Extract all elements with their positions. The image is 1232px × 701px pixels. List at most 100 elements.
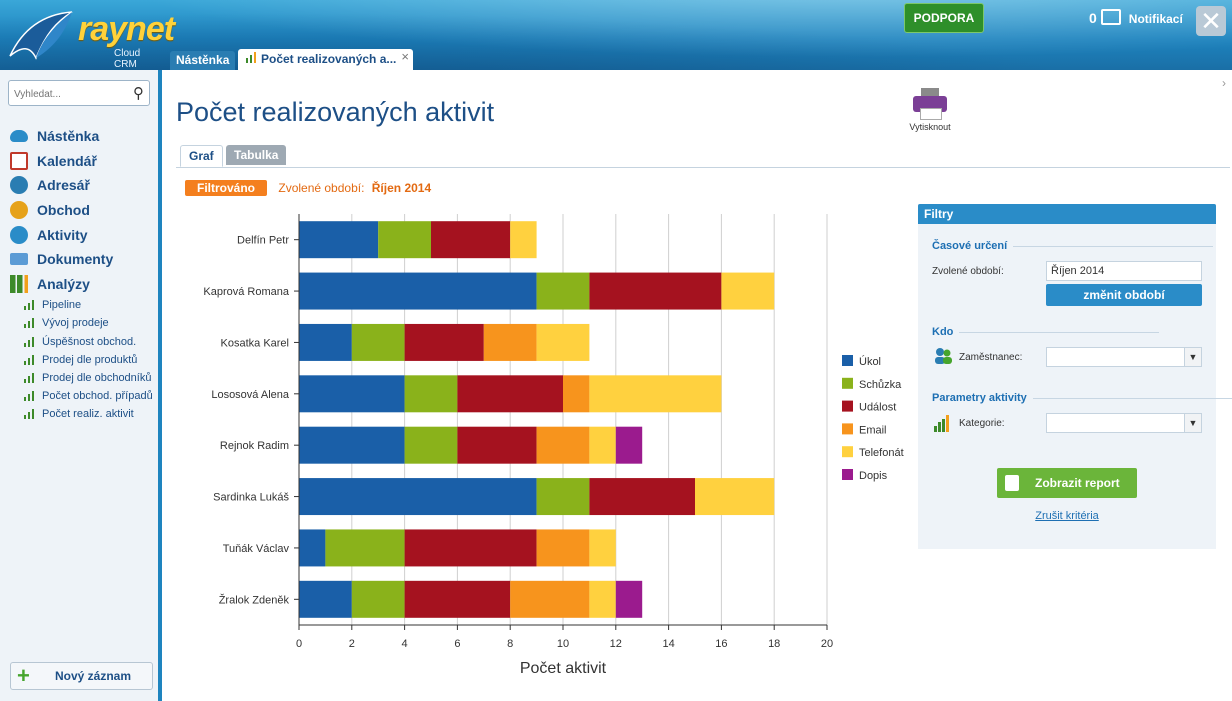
subnav-pocet-aktivit[interactable]: Počet realiz. aktivit bbox=[24, 405, 153, 423]
y-category-label: Delfín Petr bbox=[237, 235, 289, 247]
x-tick-label: 12 bbox=[610, 638, 622, 650]
subnav-uspesnost[interactable]: Úspěšnost obchod. bbox=[24, 333, 153, 351]
filters-title: Filtry bbox=[918, 204, 1216, 224]
cancel-criteria-link[interactable]: Zrušit kritéria bbox=[1035, 510, 1099, 522]
tab-nastenka[interactable]: Nástěnka bbox=[170, 51, 236, 70]
search-icon[interactable]: ⚲ bbox=[133, 85, 144, 102]
activity-section-heading: Parametry aktivity bbox=[932, 392, 1232, 404]
nav-item-obchod[interactable]: Obchod bbox=[10, 198, 153, 223]
bar-chart-icon bbox=[24, 354, 34, 365]
bar-segment bbox=[589, 426, 616, 464]
support-button[interactable]: PODPORA bbox=[904, 3, 984, 33]
active-filter-row: Filtrováno Zvolené období: Říjen 2014 bbox=[185, 180, 431, 196]
x-tick-label: 14 bbox=[662, 638, 674, 650]
category-select[interactable]: ▼ bbox=[1046, 413, 1202, 433]
employee-select[interactable]: ▼ bbox=[1046, 347, 1202, 367]
subnav-pipeline[interactable]: Pipeline bbox=[24, 296, 153, 314]
nav-item-adresar[interactable]: Adresář bbox=[10, 173, 153, 198]
bar-chart-icon bbox=[24, 318, 34, 329]
x-tick-label: 0 bbox=[296, 638, 302, 650]
calendar-icon bbox=[10, 151, 28, 170]
report-icon bbox=[1005, 475, 1019, 491]
bar-segment bbox=[404, 323, 484, 361]
bar-segment bbox=[563, 375, 590, 413]
y-category-label: Žralok Zdeněk bbox=[219, 593, 290, 606]
filters-panel: Filtry Časové určení Zvolené období: Říj… bbox=[918, 204, 1232, 549]
logo-wordmark: raynet bbox=[78, 10, 175, 48]
bar-segment bbox=[457, 375, 563, 413]
nav-item-nastenka[interactable]: Nástěnka bbox=[10, 124, 153, 149]
print-label: Vytisknout bbox=[909, 122, 951, 132]
clock-icon bbox=[10, 225, 28, 244]
period-field-label: Zvolené období: bbox=[932, 266, 1004, 277]
change-period-button[interactable]: změnit období bbox=[1046, 284, 1202, 306]
y-category-label: Kosatka Karel bbox=[221, 337, 289, 349]
tab-close-icon[interactable]: × bbox=[401, 49, 409, 64]
money-icon bbox=[10, 201, 28, 220]
legend-swatch bbox=[842, 400, 853, 412]
period-value: Říjen 2014 bbox=[371, 181, 432, 195]
y-category-label: Rejnok Radim bbox=[220, 440, 289, 452]
notifications-label: Notifikací bbox=[1128, 12, 1183, 26]
nav-item-aktivity[interactable]: Aktivity bbox=[10, 222, 153, 247]
subnav-label: Prodej dle obchodníků bbox=[42, 372, 152, 384]
nav-item-label: Nástěnka bbox=[37, 128, 100, 145]
print-button[interactable]: Vytisknout bbox=[904, 88, 956, 132]
subnav-prodej-obchodnici[interactable]: Prodej dle obchodníků bbox=[24, 369, 153, 387]
filtered-badge: Filtrováno bbox=[185, 180, 268, 196]
collapse-chevron-icon[interactable]: › bbox=[1222, 76, 1226, 90]
period-label: Zvolené období: bbox=[278, 181, 365, 195]
cloud-icon bbox=[10, 130, 28, 143]
tab-graf[interactable]: Graf bbox=[180, 145, 223, 167]
bar-segment bbox=[589, 529, 616, 567]
x-tick-label: 2 bbox=[349, 638, 355, 650]
bar-chart-icon bbox=[24, 336, 34, 347]
tab-report-label: Počet realizovaných a... bbox=[261, 52, 397, 66]
top-header: raynet Cloud CRM PODPORA 0 Notifikací ✕ bbox=[0, 0, 1232, 70]
bar-segment bbox=[615, 580, 643, 618]
bar-segment bbox=[299, 323, 352, 361]
legend-label: Schůzka bbox=[859, 379, 902, 391]
chat-bubble-icon bbox=[1100, 9, 1121, 25]
subnav-vyvoj-prodeje[interactable]: Vývoj prodeje bbox=[24, 314, 153, 332]
nav-item-analyzy[interactable]: Analýzy bbox=[10, 272, 153, 297]
show-report-button[interactable]: Zobrazit report bbox=[997, 468, 1137, 498]
bar-segment bbox=[299, 272, 537, 310]
tab-tabulka[interactable]: Tabulka bbox=[226, 145, 287, 165]
legend-label: Událost bbox=[859, 402, 896, 414]
nav-item-label: Obchod bbox=[37, 202, 90, 219]
nav-item-label: Analýzy bbox=[37, 275, 90, 292]
subnav-label: Počet obchod. případů bbox=[42, 390, 153, 403]
bar-segment bbox=[615, 426, 643, 464]
bar-segment bbox=[299, 529, 326, 567]
search-input[interactable] bbox=[12, 82, 126, 106]
bar-segment bbox=[589, 272, 722, 310]
bar-segment bbox=[589, 375, 722, 413]
category-chart-icon bbox=[934, 415, 949, 432]
bar-segment bbox=[404, 529, 537, 567]
employee-value bbox=[1047, 352, 1051, 364]
main-nav: Nástěnka Kalendář Adresář Obchod Aktivit… bbox=[10, 124, 153, 423]
documents-icon bbox=[10, 253, 28, 266]
nav-item-kalendar[interactable]: Kalendář bbox=[10, 149, 153, 174]
legend-label: Úkol bbox=[859, 355, 881, 368]
bar-segment bbox=[404, 426, 458, 464]
bar-chart-icon bbox=[246, 49, 257, 70]
new-record-button[interactable]: + Nový záznam bbox=[10, 662, 153, 690]
bar-segment bbox=[483, 323, 537, 361]
x-tick-label: 18 bbox=[768, 638, 780, 650]
raynet-logo[interactable]: raynet Cloud CRM bbox=[6, 6, 175, 70]
time-section-heading: Časové určení bbox=[932, 240, 1214, 252]
subnav-label: Počet realiz. aktivit bbox=[42, 408, 134, 421]
users-icon bbox=[935, 348, 952, 364]
subnav-pocet-pripadu[interactable]: Počet obchod. případů bbox=[24, 387, 153, 405]
notifications[interactable]: 0 Notifikací bbox=[1089, 9, 1183, 26]
contacts-icon bbox=[10, 176, 28, 195]
nav-item-dokumenty[interactable]: Dokumenty bbox=[10, 247, 153, 272]
subnav-prodej-produkty[interactable]: Prodej dle produktů bbox=[24, 351, 153, 369]
tab-report[interactable]: Počet realizovaných a... × bbox=[238, 49, 413, 70]
y-category-label: Sardinka Lukáš bbox=[213, 492, 289, 504]
bar-segment bbox=[721, 272, 775, 310]
chevron-down-icon: ▼ bbox=[1184, 348, 1201, 366]
close-icon[interactable]: ✕ bbox=[1196, 6, 1226, 36]
